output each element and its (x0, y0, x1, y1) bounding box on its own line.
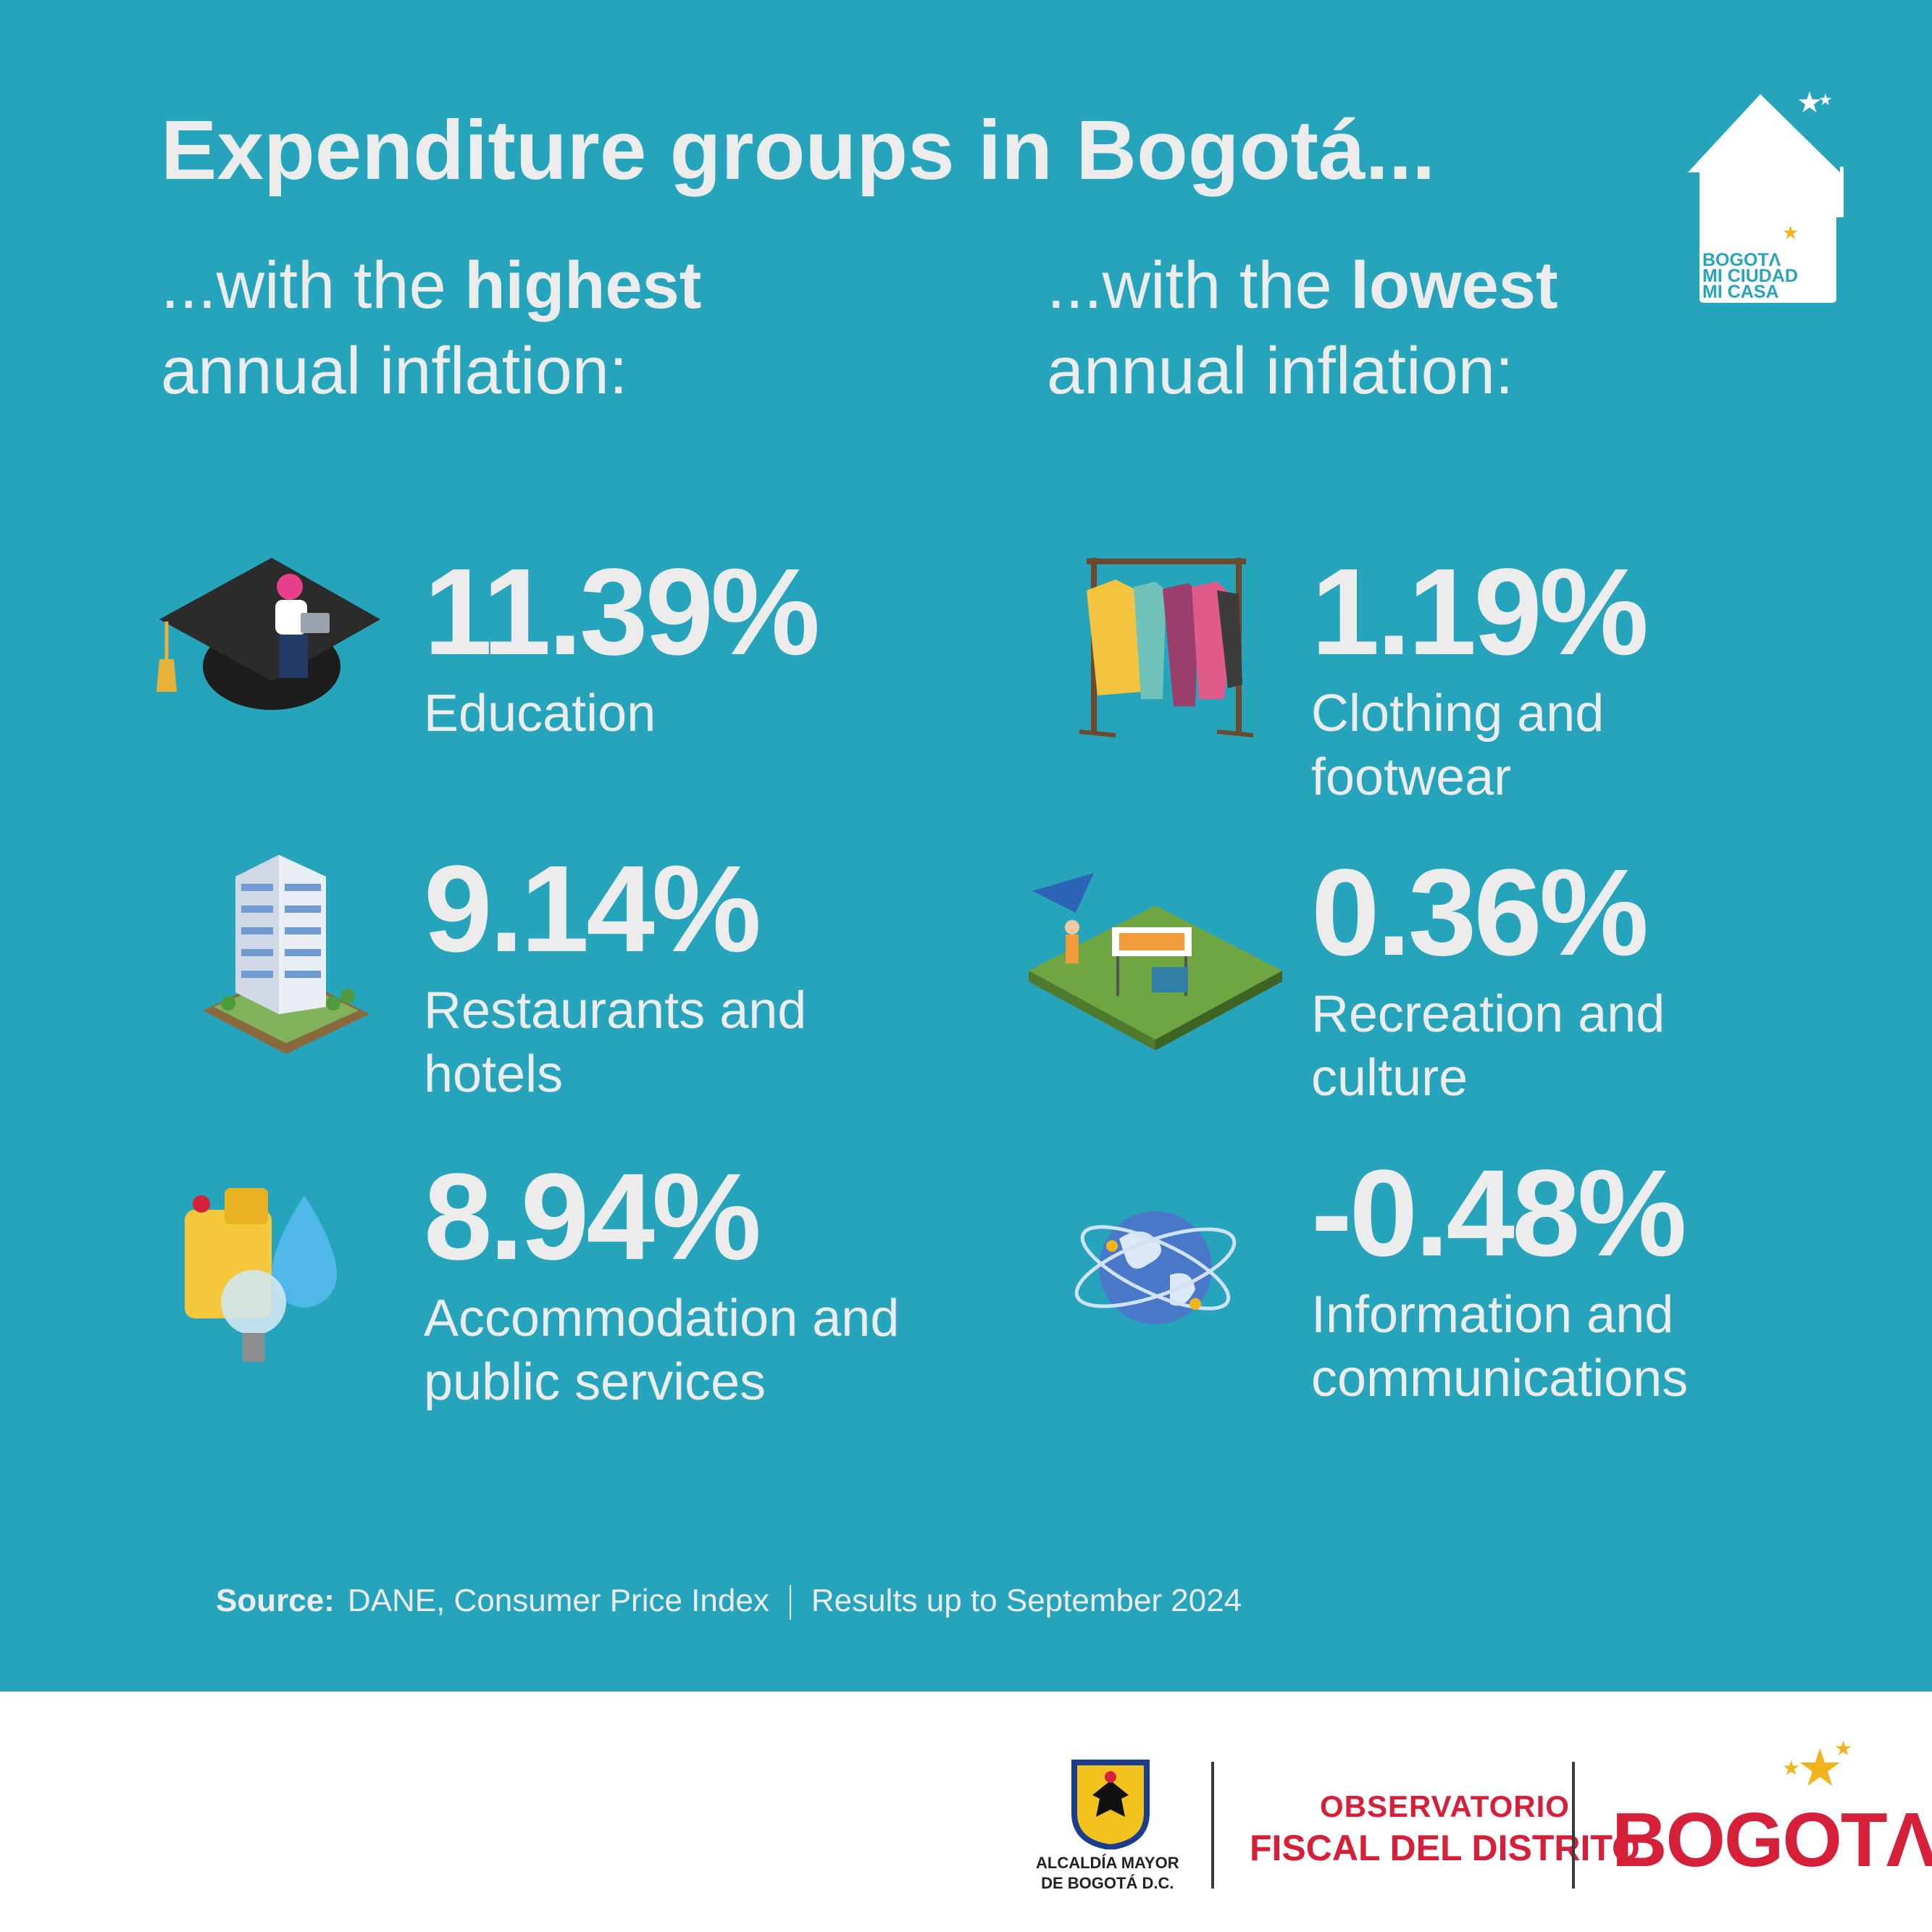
footer-divider-1 (1211, 1762, 1214, 1889)
left-heading: ...with the highest annual inflation: (161, 243, 701, 414)
park-picnic-icon (1029, 873, 1282, 1050)
lowest-item-recreation: 0.36% Recreation and culture (1311, 848, 1760, 1110)
source-period: Results up to September 2024 (811, 1583, 1242, 1618)
clothing-rack-icon (1079, 558, 1254, 737)
left-heading-bold: highest (464, 248, 702, 322)
footer-divider-2 (1572, 1762, 1575, 1889)
alcaldia-line1: ALCALDÍA MAYOR (1036, 1854, 1179, 1872)
svg-text:★: ★ (1834, 1737, 1852, 1760)
recreation-value: 0.36% (1311, 844, 1649, 982)
graduation-cap-icon (156, 558, 380, 710)
restaurants-label: Restaurants and hotels (424, 982, 807, 1103)
svg-text:★: ★ (1782, 1757, 1800, 1779)
svg-text:★: ★ (1818, 91, 1833, 109)
clothing-value: 1.19% (1311, 543, 1649, 681)
bogota-logo-text: BOGOTΛ (1612, 1797, 1932, 1883)
utilities-icon (185, 1188, 337, 1362)
accommodation-value: 8.94% (424, 1148, 761, 1286)
left-heading-prefix: ...with the (161, 248, 465, 322)
lowest-item-clothing: 1.19% Clothing and footwear (1311, 547, 1717, 809)
observatorio-line2: FISCAL DEL DISTRITO (1250, 1828, 1640, 1868)
alcaldia-logo-text: ALCALDÍA MAYOR DE BOGOTÁ D.C. (1036, 1853, 1179, 1894)
stars-icon: ★ ★ ★ (1782, 1737, 1852, 1793)
house-logo-line2: MI CIUDAD (1702, 266, 1798, 286)
globe-network-icon (1074, 1211, 1237, 1324)
alcaldia-line2: DE BOGOTÁ D.C. (1041, 1874, 1174, 1892)
hotel-building-icon (203, 855, 369, 1054)
house-logo-line1: BOGOTΛ (1702, 250, 1781, 270)
highest-item-restaurants: 9.14% Restaurants and hotels (424, 844, 931, 1106)
svg-text:★: ★ (1797, 87, 1823, 119)
right-heading-bold: lowest (1350, 248, 1558, 322)
page-title: Expenditure groups in Bogotá... (161, 103, 1436, 197)
observatorio-logo: OBSERVATORIO FISCAL DEL DISTRITO (1250, 1789, 1640, 1869)
right-heading-prefix: ...with the (1047, 248, 1351, 322)
restaurants-value: 9.14% (424, 840, 761, 978)
svg-text:★: ★ (1797, 1739, 1844, 1793)
source-text: DANE, Consumer Price Index (347, 1583, 769, 1618)
recreation-label: Recreation and culture (1311, 985, 1665, 1107)
source-note: Source: DANE, Consumer Price Index Results… (216, 1583, 1242, 1621)
highest-item-education: 11.39% Education (424, 543, 820, 745)
left-heading-line2: annual inflation: (161, 334, 628, 408)
house-logo-text: BOGOTΛ MI CIUDAD MI CASA (1702, 250, 1798, 302)
highest-item-accommodation: 8.94% Accommodation and public services (424, 1152, 960, 1414)
house-logo-line3: MI CASA (1702, 282, 1779, 302)
clothing-label: Clothing and footwear (1311, 685, 1605, 806)
source-separator (789, 1585, 791, 1621)
right-heading-line2: annual inflation: (1047, 334, 1514, 408)
svg-text:★: ★ (1782, 222, 1799, 243)
lowest-item-information: -0.48% Information and communications (1311, 1148, 1811, 1410)
information-label: Information and communications (1311, 1286, 1689, 1408)
education-label: Education (424, 685, 656, 743)
source-label: Source: (216, 1583, 335, 1618)
house-logo-icon: ★ ★ ★ (1688, 87, 1844, 303)
education-value: 11.39% (424, 543, 820, 681)
information-value: -0.48% (1311, 1145, 1687, 1282)
infographic-panel (0, 0, 1932, 1691)
accommodation-label: Accommodation and public services (424, 1289, 900, 1411)
right-heading: ...with the lowest annual inflation: (1047, 243, 1558, 414)
coat-of-arms-icon (1071, 1760, 1150, 1849)
observatorio-line1: OBSERVATORIO (1320, 1789, 1570, 1823)
